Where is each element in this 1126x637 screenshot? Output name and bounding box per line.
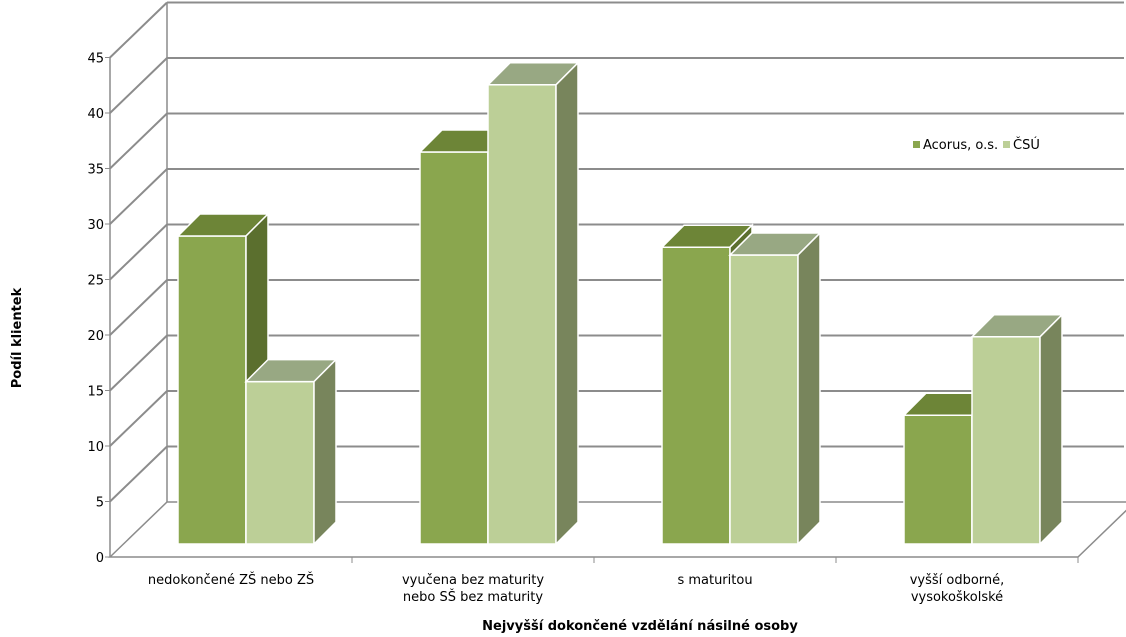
chart-walls [108,2,1126,558]
gridline-side [109,390,168,447]
y-tick-label: 20 [87,329,104,344]
bar [971,336,1041,545]
bar-side [1039,312,1063,546]
y-tick-label: 5 [96,496,104,511]
bar-side [797,231,821,546]
bar [419,151,489,545]
y-tick-label: 10 [87,440,104,455]
bars [176,60,1064,546]
gridline-side [109,223,168,281]
x-category-label: vyučena bez maturity nebo SŠ bez maturity [402,573,544,605]
gridline-side [109,1,168,59]
gridline-side [109,168,168,225]
floor [108,501,1126,558]
bar [487,84,557,545]
y-tick-label: 45 [87,52,104,67]
x-category-labels: nedokončené ZŠ nebo ZŠ vyučena bez maturi… [148,557,1079,605]
bar [661,246,731,545]
y-tick-labels: 0 5 10 15 20 25 30 35 40 45 [87,52,104,567]
y-tick-label: 15 [87,385,104,400]
bar-side [313,357,337,546]
x-category-label: vyšší odborné, vysokoškolské [910,573,1005,605]
y-axis-title: Podíl klientek [10,287,25,388]
gridline-side [109,445,168,503]
gridline-side [109,334,168,392]
y-tick-label: 35 [87,163,104,178]
legend-swatch-acorus [913,141,920,148]
gridline-side [109,112,168,170]
x-category-label: s maturitou [677,573,752,588]
y-tick-label: 25 [87,274,104,289]
gridline-side [109,57,168,114]
y-tick-label: 0 [96,551,104,566]
bar [903,414,973,545]
legend-label-acorus: Acorus, o.s. [923,138,998,153]
bar-side [555,60,579,546]
gridlines [105,1,1124,558]
gridline-side [109,279,168,336]
x-axis-title: Nejvyšší dokončené vzdělání násilné osob… [482,619,798,634]
x-category-label: nedokončené ZŠ nebo ZŠ [148,572,314,588]
legend-swatch-csu [1003,141,1010,148]
bar [177,235,247,545]
bar [245,380,315,545]
y-tick-label: 30 [87,218,104,233]
bar [729,254,799,545]
y-tick-label: 40 [87,107,104,122]
legend-label-csu: ČSÚ [1013,137,1040,153]
legend: Acorus, o.s. ČSÚ [913,137,1040,153]
